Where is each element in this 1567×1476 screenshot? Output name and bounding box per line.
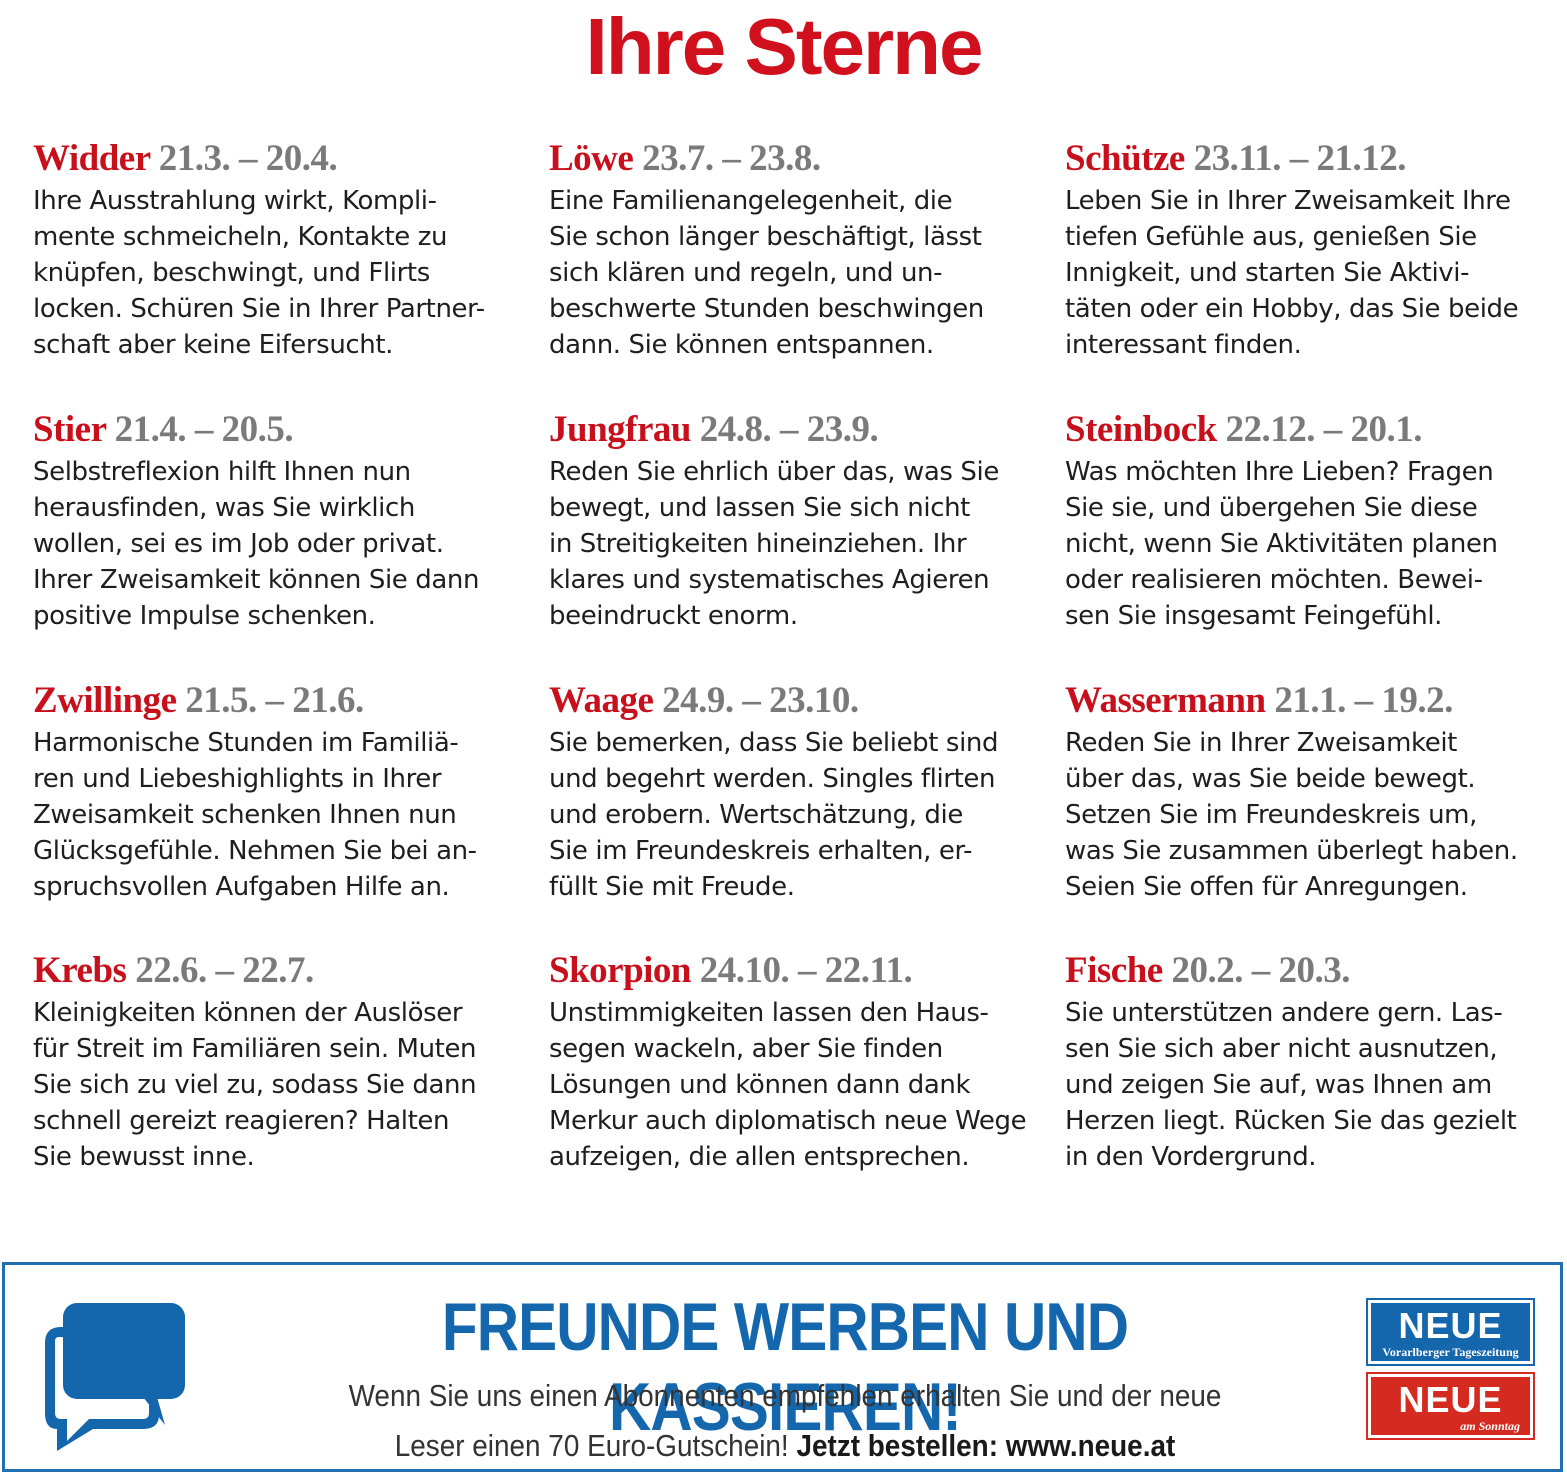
promo-line-2: Leser einen 70 Euro-Gutschein! (394, 1428, 789, 1463)
page-title: Ihre Sterne (585, 2, 984, 91)
sign-name: Skorpion (549, 950, 692, 991)
sign-zwillinge: Zwillinge 21.5. – 21.6. Harmonische Stun… (33, 677, 533, 905)
sign-dates: 23.11. – 21.12. (1193, 138, 1407, 179)
horoscope-grid: Widder 21.3. – 20.4. Ihre Ausstrahlung w… (33, 135, 1553, 1195)
promo-cta-link[interactable]: Jetzt bestellen: www.neue.at (796, 1428, 1176, 1463)
sign-heading: Widder 21.3. – 20.4. (33, 135, 533, 183)
logo-word: NEUE (1398, 1305, 1503, 1346)
promo-line-1: Wenn Sie uns einen Abonnenten empfehlen … (348, 1378, 1222, 1413)
sign-name: Löwe (549, 138, 634, 179)
sign-jungfrau: Jungfrau 24.8. – 23.9. Reden Sie ehrlich… (549, 406, 1049, 634)
sign-name: Steinbock (1065, 409, 1217, 450)
logo-subtitle: am Sonntag (1460, 1419, 1520, 1433)
sign-text: Reden Sie ehrlich über das, was Sie bewe… (549, 457, 999, 631)
promo-headline: FREUNDE WERBEN UND KASSIEREN! (441, 1289, 1129, 1445)
sign-steinbock: Steinbock 22.12. – 20.1. Was möchten Ihr… (1065, 406, 1565, 634)
sign-schuetze: Schütze 23.11. – 21.12. Leben Sie in Ihr… (1065, 135, 1565, 363)
sign-skorpion: Skorpion 24.10. – 22.11. Unstimmigkeiten… (549, 947, 1049, 1175)
sign-dates: 22.6. – 22.7. (135, 950, 314, 991)
sign-heading: Steinbock 22.12. – 20.1. (1065, 406, 1565, 454)
sign-heading: Schütze 23.11. – 21.12. (1065, 135, 1565, 183)
sign-krebs: Krebs 22.6. – 22.7. Kleinigkeiten können… (33, 947, 533, 1175)
sign-name: Fische (1065, 950, 1163, 991)
sign-heading: Wassermann 21.1. – 19.2. (1065, 677, 1565, 725)
sign-heading: Jungfrau 24.8. – 23.9. (549, 406, 1049, 454)
sign-name: Widder (33, 138, 150, 179)
sign-heading: Löwe 23.7. – 23.8. (549, 135, 1049, 183)
sign-text: Leben Sie in Ihrer Zweisamkeit Ihre tief… (1065, 186, 1519, 360)
sign-text: Sie unterstützen andere gern. Las- sen S… (1065, 998, 1517, 1172)
sign-name: Waage (549, 680, 654, 721)
sign-heading: Stier 21.4. – 20.5. (33, 406, 533, 454)
sign-dates: 22.12. – 20.1. (1225, 409, 1423, 450)
sign-dates: 24.9. – 23.10. (662, 680, 859, 721)
sign-dates: 21.5. – 21.6. (185, 680, 364, 721)
promo-text: Wenn Sie uns einen Abonnenten empfehlen … (290, 1371, 1280, 1471)
sign-waage: Waage 24.9. – 23.10. Sie bemerken, dass … (549, 677, 1049, 905)
sign-dates: 21.1. – 19.2. (1274, 680, 1453, 721)
logo-subtitle: Vorarlberger Tageszeitung (1382, 1345, 1519, 1359)
sign-name: Jungfrau (549, 409, 691, 450)
sign-stier: Stier 21.4. – 20.5. Selbstreflexion hilf… (33, 406, 533, 634)
sign-heading: Zwillinge 21.5. – 21.6. (33, 677, 533, 725)
sign-text: Ihre Ausstrahlung wirkt, Kompli- mente s… (33, 186, 485, 360)
sign-dates: 23.7. – 23.8. (642, 138, 821, 179)
sign-text: Selbstreflexion hilft Ihnen nun herausfi… (33, 457, 480, 631)
sign-text: Was möchten Ihre Lieben? Fragen Sie sie,… (1065, 457, 1498, 631)
sign-name: Krebs (33, 950, 127, 991)
neue-am-sonntag-logo: NEUE am Sonntag (1366, 1372, 1535, 1440)
sign-widder: Widder 21.3. – 20.4. Ihre Ausstrahlung w… (33, 135, 533, 363)
promo-banner[interactable]: FREUNDE WERBEN UND KASSIEREN! Wenn Sie u… (2, 1262, 1563, 1472)
neue-tageszeitung-logo: NEUE Vorarlberger Tageszeitung (1366, 1298, 1535, 1366)
sign-name: Zwillinge (33, 680, 177, 721)
sign-text: Eine Familienangelegenheit, die Sie scho… (549, 186, 984, 360)
sign-loewe: Löwe 23.7. – 23.8. Eine Familienangelege… (549, 135, 1049, 363)
sign-name: Stier (33, 409, 106, 450)
sign-dates: 21.4. – 20.5. (114, 409, 294, 450)
speech-bubbles-icon (45, 1303, 185, 1451)
sign-text: Harmonische Stunden im Familiä- ren und … (33, 728, 477, 902)
sign-dates: 24.10. – 22.11. (699, 950, 913, 991)
sign-dates: 21.3. – 20.4. (158, 138, 338, 179)
sign-dates: 20.2. – 20.3. (1171, 950, 1350, 991)
sign-text: Kleinigkeiten können der Auslöser für St… (33, 998, 477, 1172)
sign-heading: Waage 24.9. – 23.10. (549, 677, 1049, 725)
sign-heading: Krebs 22.6. – 22.7. (33, 947, 533, 995)
sign-wassermann: Wassermann 21.1. – 19.2. Reden Sie in Ih… (1065, 677, 1565, 905)
sign-text: Unstimmigkeiten lassen den Haus- segen w… (549, 998, 1027, 1172)
sign-heading: Skorpion 24.10. – 22.11. (549, 947, 1049, 995)
sign-text: Sie bemerken, dass Sie beliebt sind und … (549, 728, 999, 902)
sign-dates: 24.8. – 23.9. (699, 409, 879, 450)
sign-name: Wassermann (1065, 680, 1266, 721)
sign-name: Schütze (1065, 138, 1185, 179)
logo-word: NEUE (1398, 1379, 1503, 1420)
sign-fische: Fische 20.2. – 20.3. Sie unterstützen an… (1065, 947, 1565, 1175)
sign-text: Reden Sie in Ihrer Zweisamkeit über das,… (1065, 728, 1518, 902)
sign-heading: Fische 20.2. – 20.3. (1065, 947, 1565, 995)
